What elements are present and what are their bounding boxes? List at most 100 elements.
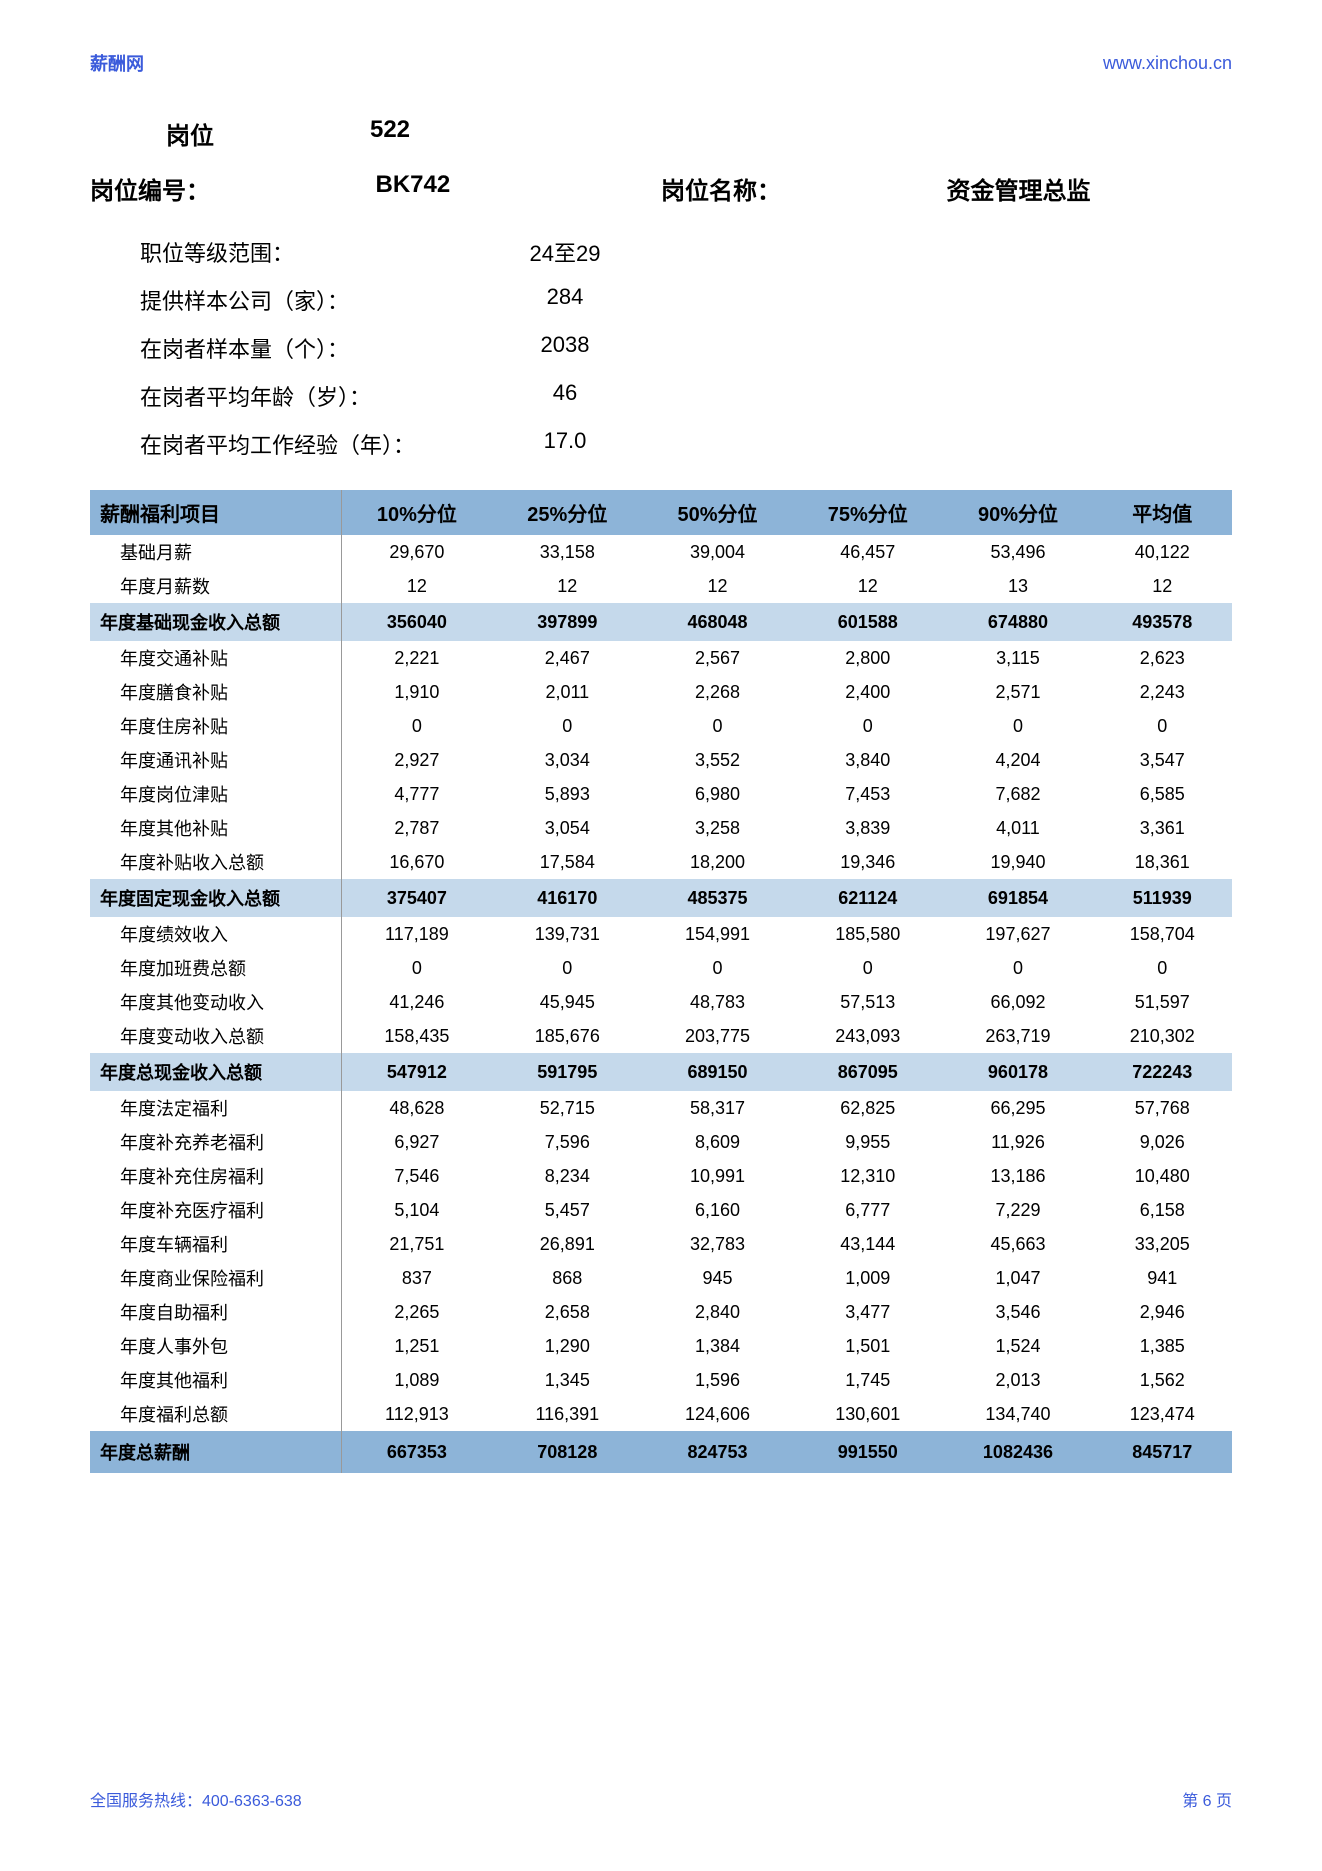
row-label: 年度岗位津贴 bbox=[90, 777, 341, 811]
cell-value: 0 bbox=[943, 951, 1093, 985]
cell-value: 12 bbox=[1093, 569, 1231, 603]
cell-value: 1082436 bbox=[943, 1431, 1093, 1473]
cell-value: 13 bbox=[943, 569, 1093, 603]
cell-value: 5,104 bbox=[341, 1193, 492, 1227]
row-label: 年度车辆福利 bbox=[90, 1227, 341, 1261]
row-label: 年度基础现金收入总额 bbox=[90, 603, 341, 641]
cell-value: 33,205 bbox=[1093, 1227, 1231, 1261]
cell-value: 667353 bbox=[341, 1431, 492, 1473]
info-row: 在岗者平均工作经验（年）：17.0 bbox=[140, 428, 1232, 460]
table-row: 年度绩效收入117,189139,731154,991185,580197,62… bbox=[90, 917, 1232, 951]
table-row: 年度月薪数121212121312 bbox=[90, 569, 1232, 603]
cell-value: 468048 bbox=[642, 603, 792, 641]
cell-value: 124,606 bbox=[642, 1397, 792, 1431]
site-url[interactable]: www.xinchou.cn bbox=[1103, 53, 1232, 74]
page-footer: 全国服务热线：400-6363-638 第 6 页 bbox=[90, 1787, 1232, 1811]
cell-value: 29,670 bbox=[341, 535, 492, 569]
cell-value: 243,093 bbox=[793, 1019, 943, 1053]
cell-value: 210,302 bbox=[1093, 1019, 1231, 1053]
cell-value: 0 bbox=[492, 709, 642, 743]
row-label: 年度住房补贴 bbox=[90, 709, 341, 743]
cell-value: 674880 bbox=[943, 603, 1093, 641]
cell-value: 375407 bbox=[341, 879, 492, 917]
cell-value: 0 bbox=[341, 951, 492, 985]
cell-value: 3,361 bbox=[1093, 811, 1231, 845]
cell-value: 0 bbox=[793, 709, 943, 743]
table-row: 年度补充住房福利7,5468,23410,99112,31013,18610,4… bbox=[90, 1159, 1232, 1193]
table-row: 年度通讯补贴2,9273,0343,5523,8404,2043,547 bbox=[90, 743, 1232, 777]
cell-value: 7,682 bbox=[943, 777, 1093, 811]
info-label: 职位等级范围： bbox=[140, 236, 490, 268]
table-row: 年度自助福利2,2652,6582,8403,4773,5462,946 bbox=[90, 1295, 1232, 1329]
cell-value: 139,731 bbox=[492, 917, 642, 951]
row-label: 年度法定福利 bbox=[90, 1091, 341, 1125]
info-value: 2038 bbox=[490, 332, 640, 364]
cell-value: 2,013 bbox=[943, 1363, 1093, 1397]
cell-value: 1,596 bbox=[642, 1363, 792, 1397]
cell-value: 17,584 bbox=[492, 845, 642, 879]
cell-value: 991550 bbox=[793, 1431, 943, 1473]
cell-value: 10,991 bbox=[642, 1159, 792, 1193]
cell-value: 33,158 bbox=[492, 535, 642, 569]
row-label: 年度月薪数 bbox=[90, 569, 341, 603]
cell-value: 1,251 bbox=[341, 1329, 492, 1363]
position-name-value: 资金管理总监 bbox=[947, 171, 1233, 206]
row-label: 年度膳食补贴 bbox=[90, 675, 341, 709]
cell-value: 708128 bbox=[492, 1431, 642, 1473]
cell-value: 26,891 bbox=[492, 1227, 642, 1261]
cell-value: 0 bbox=[642, 951, 792, 985]
table-row: 年度岗位津贴4,7775,8936,9807,4537,6826,585 bbox=[90, 777, 1232, 811]
row-label: 年度补充住房福利 bbox=[90, 1159, 341, 1193]
cell-value: 19,346 bbox=[793, 845, 943, 879]
cell-value: 112,913 bbox=[341, 1397, 492, 1431]
cell-value: 40,122 bbox=[1093, 535, 1231, 569]
cell-value: 3,115 bbox=[943, 641, 1093, 675]
cell-value: 6,585 bbox=[1093, 777, 1231, 811]
cell-value: 52,715 bbox=[492, 1091, 642, 1125]
row-label: 年度补贴收入总额 bbox=[90, 845, 341, 879]
cell-value: 6,980 bbox=[642, 777, 792, 811]
position-label: 岗位 bbox=[90, 116, 290, 151]
grand-row: 年度总薪酬66735370812882475399155010824368457… bbox=[90, 1431, 1232, 1473]
row-label: 年度加班费总额 bbox=[90, 951, 341, 985]
cell-value: 2,946 bbox=[1093, 1295, 1231, 1329]
cell-value: 12 bbox=[492, 569, 642, 603]
cell-value: 837 bbox=[341, 1261, 492, 1295]
cell-value: 51,597 bbox=[1093, 985, 1231, 1019]
cell-value: 591795 bbox=[492, 1053, 642, 1091]
info-value: 24至29 bbox=[490, 236, 640, 268]
cell-value: 45,663 bbox=[943, 1227, 1093, 1261]
row-label: 年度总薪酬 bbox=[90, 1431, 341, 1473]
cell-value: 601588 bbox=[793, 603, 943, 641]
cell-value: 12 bbox=[642, 569, 792, 603]
cell-value: 1,385 bbox=[1093, 1329, 1231, 1363]
cell-value: 158,704 bbox=[1093, 917, 1231, 951]
cell-value: 485375 bbox=[642, 879, 792, 917]
row-label: 年度交通补贴 bbox=[90, 641, 341, 675]
info-label: 在岗者样本量（个）： bbox=[140, 332, 490, 364]
cell-value: 8,234 bbox=[492, 1159, 642, 1193]
cell-value: 1,501 bbox=[793, 1329, 943, 1363]
cell-value: 11,926 bbox=[943, 1125, 1093, 1159]
cell-value: 39,004 bbox=[642, 535, 792, 569]
cell-value: 2,787 bbox=[341, 811, 492, 845]
cell-value: 3,258 bbox=[642, 811, 792, 845]
table-row: 年度法定福利48,62852,71558,31762,82566,29557,7… bbox=[90, 1091, 1232, 1125]
cell-value: 134,740 bbox=[943, 1397, 1093, 1431]
cell-value: 32,783 bbox=[642, 1227, 792, 1261]
info-row: 在岗者样本量（个）：2038 bbox=[140, 332, 1232, 364]
cell-value: 0 bbox=[793, 951, 943, 985]
cell-value: 0 bbox=[341, 709, 492, 743]
cell-value: 263,719 bbox=[943, 1019, 1093, 1053]
cell-value: 58,317 bbox=[642, 1091, 792, 1125]
row-label: 年度补充医疗福利 bbox=[90, 1193, 341, 1227]
table-row: 年度补充养老福利6,9277,5968,6099,95511,9269,026 bbox=[90, 1125, 1232, 1159]
cell-value: 185,580 bbox=[793, 917, 943, 951]
cell-value: 824753 bbox=[642, 1431, 792, 1473]
cell-value: 1,910 bbox=[341, 675, 492, 709]
column-header: 平均值 bbox=[1093, 490, 1231, 535]
info-value: 17.0 bbox=[490, 428, 640, 460]
table-row: 年度加班费总额000000 bbox=[90, 951, 1232, 985]
cell-value: 12,310 bbox=[793, 1159, 943, 1193]
row-label: 年度固定现金收入总额 bbox=[90, 879, 341, 917]
